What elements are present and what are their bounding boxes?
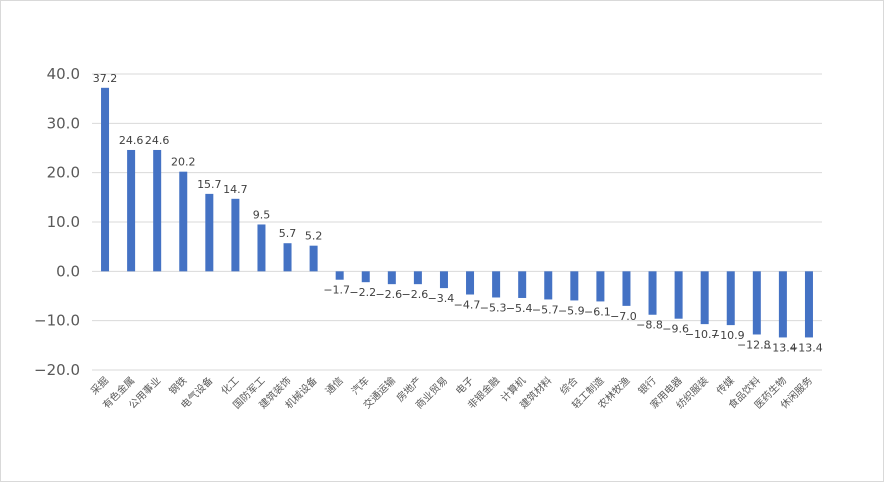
data-label: −13.4	[763, 341, 797, 354]
data-label: −5.7	[532, 303, 559, 316]
x-tick-label: 化工	[218, 374, 241, 397]
x-tick-label: 通信	[323, 375, 346, 398]
data-label: −10.7	[685, 328, 719, 341]
x-tick-label: 采掘	[88, 374, 111, 397]
bar	[361, 271, 370, 283]
data-label: 20.2	[171, 156, 196, 169]
bar	[283, 243, 292, 272]
x-tick-label: 汽车	[349, 374, 372, 397]
bar	[413, 271, 422, 285]
bar	[570, 271, 579, 301]
y-tick-label: 20.0	[47, 164, 80, 182]
data-label: 15.7	[197, 178, 222, 191]
y-tick-label: 10.0	[47, 213, 80, 231]
bar	[648, 271, 657, 315]
data-label: 24.6	[119, 134, 144, 147]
bar	[544, 271, 553, 300]
bar	[309, 245, 318, 272]
bar	[387, 271, 396, 285]
bar	[179, 171, 188, 272]
bar	[466, 271, 475, 295]
data-label: −5.9	[558, 304, 585, 317]
x-tick-label: 传媒	[714, 375, 737, 398]
bar	[700, 271, 709, 325]
y-tick-label: 40.0	[47, 65, 80, 83]
data-label: −10.9	[711, 329, 745, 342]
data-label: −2.2	[349, 286, 376, 299]
bar	[101, 87, 110, 272]
data-label: −6.1	[584, 305, 611, 318]
data-label: 37.2	[93, 72, 118, 85]
y-tick-label: 30.0	[47, 114, 80, 132]
data-label: −13.4	[789, 341, 823, 354]
data-label: −1.7	[323, 284, 350, 297]
bar	[335, 271, 344, 280]
data-label: −5.4	[506, 302, 533, 315]
data-label: −4.7	[454, 299, 481, 312]
bar	[674, 271, 683, 319]
x-tick-label: 综合	[557, 374, 580, 397]
bar	[622, 271, 631, 306]
data-label: −9.6	[662, 323, 689, 336]
data-label: 5.7	[279, 227, 297, 240]
y-tick-label: −10.0	[34, 312, 80, 330]
data-label: −2.6	[402, 288, 429, 301]
bar	[439, 271, 448, 289]
x-tick-label: 电子	[453, 374, 476, 397]
bar	[257, 224, 266, 272]
y-tick-label: 0.0	[56, 262, 80, 280]
bar	[205, 193, 214, 272]
data-label: −2.6	[375, 288, 402, 301]
bar	[127, 149, 136, 272]
bar	[518, 271, 527, 298]
data-label: −3.4	[428, 292, 455, 305]
data-label: 9.5	[253, 208, 271, 221]
bar	[596, 271, 605, 302]
bar	[231, 198, 240, 272]
x-tick-label: 钢铁	[166, 374, 189, 397]
data-label: −12.8	[737, 338, 771, 351]
bar	[804, 271, 813, 338]
data-label: 24.6	[145, 134, 170, 147]
data-label: −8.8	[636, 319, 663, 332]
data-label: −5.3	[480, 301, 507, 314]
bar	[726, 271, 735, 326]
bar	[778, 271, 787, 338]
data-label: 14.7	[223, 183, 248, 196]
data-label: −7.0	[610, 310, 637, 323]
bar	[752, 271, 761, 335]
bar	[153, 149, 162, 272]
x-tick-label: 银行	[635, 374, 658, 397]
data-label: 5.2	[305, 230, 323, 243]
bar	[492, 271, 501, 298]
y-tick-label: −20.0	[34, 361, 80, 379]
